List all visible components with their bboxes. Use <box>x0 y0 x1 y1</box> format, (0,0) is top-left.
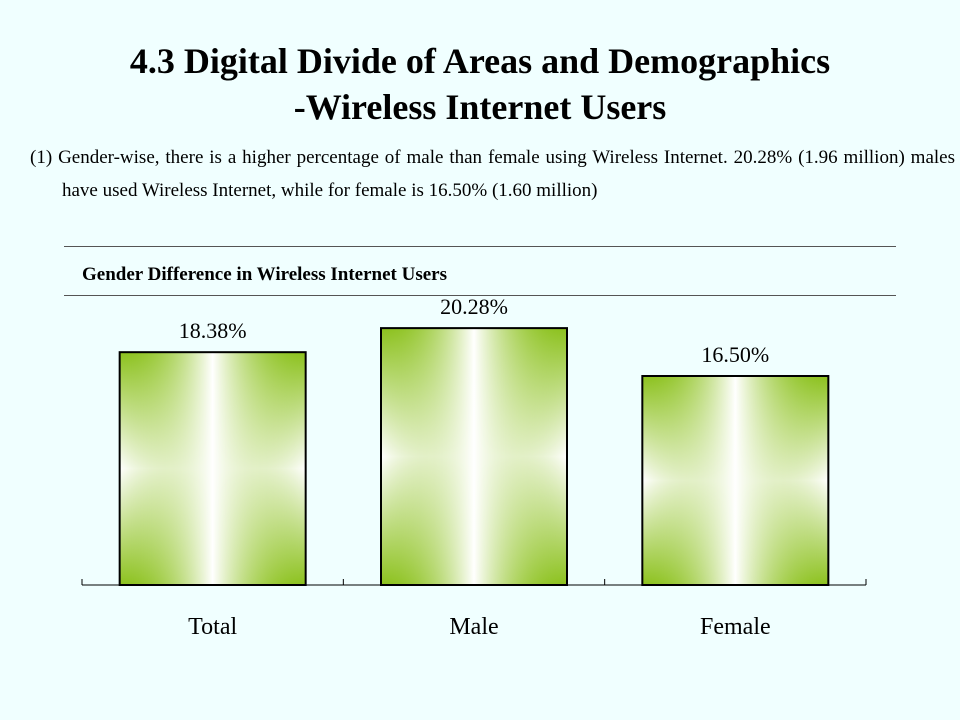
bar-total <box>118 351 307 587</box>
chart-title: Gender Difference in Wireless Internet U… <box>82 264 447 285</box>
tick-label-female: Female <box>700 614 771 640</box>
tick-label-male: Male <box>449 614 498 640</box>
paragraph-marker: (1) <box>30 147 53 168</box>
gender-paragraph: (1) Gender-wise, there is a higher perce… <box>30 141 955 207</box>
bar-male <box>380 327 568 586</box>
chart-title-top-rule <box>64 246 896 247</box>
slide-title-line-2: -Wireless Internet Users <box>293 87 667 127</box>
data-label-female: 16.50% <box>701 342 769 367</box>
bar-female <box>641 375 830 586</box>
slide-title: 4.3 Digital Divide of Areas and Demograp… <box>0 38 960 130</box>
tick-label-total: Total <box>188 614 237 640</box>
chart-title-bottom-rule <box>64 295 896 296</box>
data-label-total: 18.38% <box>179 318 247 343</box>
data-label-male: 20.28% <box>440 294 508 319</box>
paragraph-text: Gender-wise, there is a higher percentag… <box>58 147 955 201</box>
slide-title-line-1: 4.3 Digital Divide of Areas and Demograp… <box>129 41 831 81</box>
